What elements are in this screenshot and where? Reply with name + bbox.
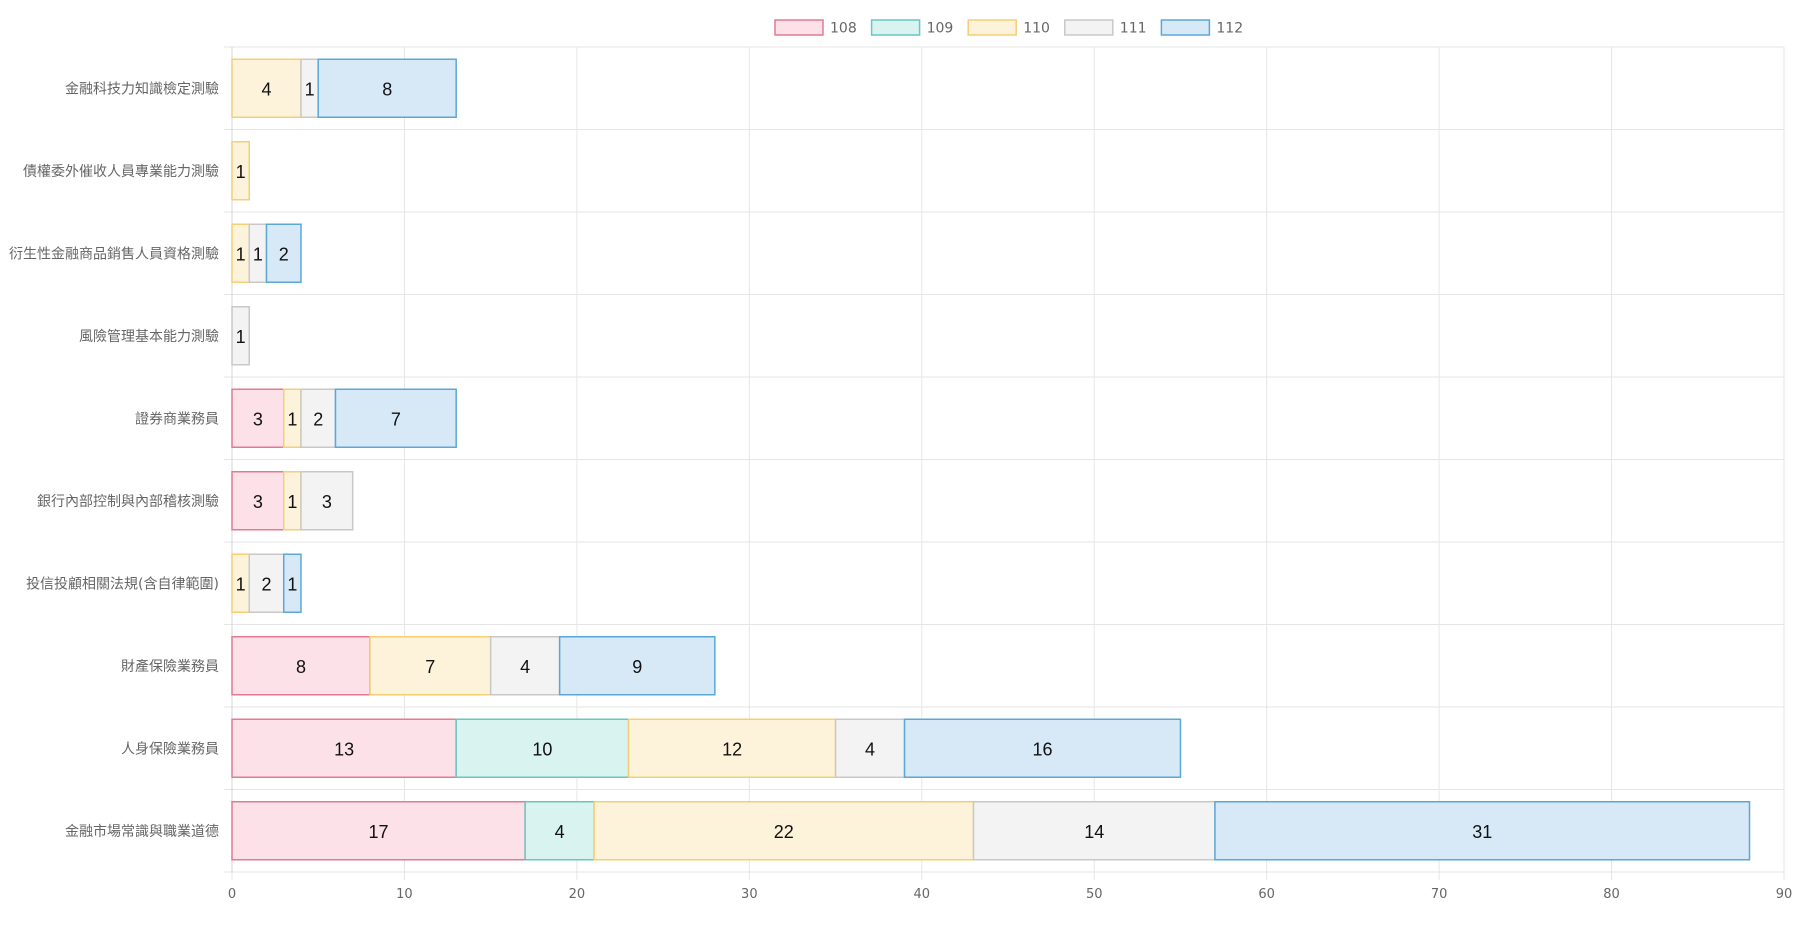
bar-value-label: 1 [236, 574, 246, 594]
bar-value-label: 31 [1472, 822, 1492, 842]
bar-segment-112 [317, 58, 457, 118]
x-tick-label: 60 [1258, 887, 1275, 902]
bar-value-label: 3 [253, 492, 263, 512]
bars-layer [231, 58, 1751, 861]
bar-value-label: 14 [1084, 822, 1104, 842]
bar-segment-112 [558, 636, 716, 696]
y-tick-label: 債權委外催收人員專業能力測驗 [23, 164, 219, 180]
bar-value-label: 16 [1032, 739, 1052, 759]
bar-segment-111 [300, 471, 354, 531]
bar-segment-108 [231, 718, 457, 778]
bar-segment-108 [231, 801, 526, 861]
bar-value-label: 1 [287, 409, 297, 429]
legend-item-110[interactable]: 110 [967, 19, 1050, 37]
bar-segment-112 [265, 223, 302, 283]
bar-value-label: 1 [236, 244, 246, 264]
bar-value-label: 1 [253, 244, 263, 264]
bar-value-label: 1 [287, 492, 297, 512]
x-tick-label: 30 [741, 887, 758, 902]
bar-segment-110 [593, 801, 975, 861]
bar-segment-112 [903, 718, 1182, 778]
bar-segment-111 [489, 636, 561, 696]
x-tick-label: 70 [1431, 887, 1448, 902]
legend-swatch [1160, 19, 1211, 36]
bar-segment-110 [231, 58, 302, 118]
y-tick-label: 財產保險業務員 [121, 658, 219, 675]
y-tick-label: 金融市場常識與職業道德 [65, 823, 219, 840]
bar-value-label: 17 [369, 822, 389, 842]
bar-value-label: 8 [382, 79, 392, 99]
bar-value-label: 1 [236, 327, 246, 347]
bar-value-label: 13 [334, 739, 354, 759]
bar-value-label: 1 [236, 162, 246, 182]
y-tick-label: 衍生性金融商品銷售人員資格測驗 [9, 246, 219, 262]
legend-item-111[interactable]: 111 [1064, 19, 1147, 37]
y-tick-label: 銀行內部控制與內部稽核測驗 [37, 494, 219, 510]
bar-segment-110 [369, 636, 492, 696]
bar-segment-109 [455, 718, 630, 778]
bar-segment-111 [300, 388, 337, 448]
x-tick-label: 90 [1776, 887, 1793, 902]
bar-segment-112 [282, 553, 302, 613]
bar-value-label: 2 [313, 409, 323, 429]
bar-value-label: 22 [774, 822, 794, 842]
legend-swatch [774, 19, 824, 36]
bar-value-label: 1 [305, 79, 315, 99]
bar-value-label: 4 [865, 739, 875, 759]
legend-item-112[interactable]: 112 [1160, 19, 1243, 37]
bar-value-label: 4 [555, 822, 565, 842]
bar-value-label: 8 [296, 657, 306, 677]
bar-value-label: 3 [322, 492, 332, 512]
bar-value-label: 2 [261, 574, 271, 594]
x-tick-label: 50 [1086, 887, 1103, 902]
bar-segment-110 [627, 718, 837, 778]
legend-label: 111 [1120, 21, 1147, 37]
bar-value-label: 10 [532, 739, 552, 759]
bar-value-label: 4 [520, 657, 530, 677]
bar-value-label: 3 [253, 409, 263, 429]
x-tick-label: 20 [569, 887, 586, 902]
bar-segment-112 [1214, 801, 1751, 861]
y-axis: 金融科技力知識檢定測驗債權委外催收人員專業能力測驗衍生性金融商品銷售人員資格測驗… [9, 80, 219, 840]
x-tick-label: 0 [228, 887, 236, 902]
y-tick-label: 證券商業務員 [135, 410, 219, 427]
x-tick-label: 10 [396, 887, 413, 902]
bar-segment-111 [834, 718, 906, 778]
y-tick-label: 人身保險業務員 [121, 741, 219, 757]
legend-swatch [870, 19, 921, 36]
bar-segment-108 [231, 471, 285, 531]
legend-item-109[interactable]: 109 [870, 19, 954, 37]
y-tick-label: 投信投顧相關法規(含自律範圍) [26, 575, 219, 592]
bar-value-label: 4 [261, 79, 271, 99]
bar-segment-109 [524, 801, 595, 861]
x-axis: 0 10 20 30 40 50 60 70 80 90 [228, 887, 1792, 902]
legend-swatch [967, 19, 1017, 36]
bar-segment-108 [231, 636, 371, 696]
legend-label: 109 [927, 21, 954, 37]
bar-value-label: 7 [391, 409, 401, 429]
bar-segment-110 [231, 141, 250, 201]
legend: 108 109 110 111 112 [774, 19, 1243, 37]
bar-value-label: 1 [287, 574, 297, 594]
legend-label: 110 [1023, 21, 1050, 37]
x-tick-label: 80 [1603, 887, 1620, 902]
legend-swatch [1064, 19, 1114, 36]
legend-item-108[interactable]: 108 [774, 19, 857, 37]
bar-segment-112 [334, 388, 457, 448]
x-tick-label: 40 [914, 887, 931, 902]
legend-label: 108 [830, 21, 857, 37]
bar-value-label: 2 [279, 244, 289, 264]
bar-segment-111 [231, 306, 250, 366]
y-tick-label: 金融科技力知識檢定測驗 [65, 80, 219, 97]
legend-label: 112 [1216, 21, 1243, 37]
bar-value-label: 12 [722, 739, 742, 759]
bar-value-label: 9 [632, 657, 642, 677]
y-tick-label: 風險管理基本能力測驗 [79, 328, 219, 345]
bar-value-label: 7 [425, 657, 435, 677]
